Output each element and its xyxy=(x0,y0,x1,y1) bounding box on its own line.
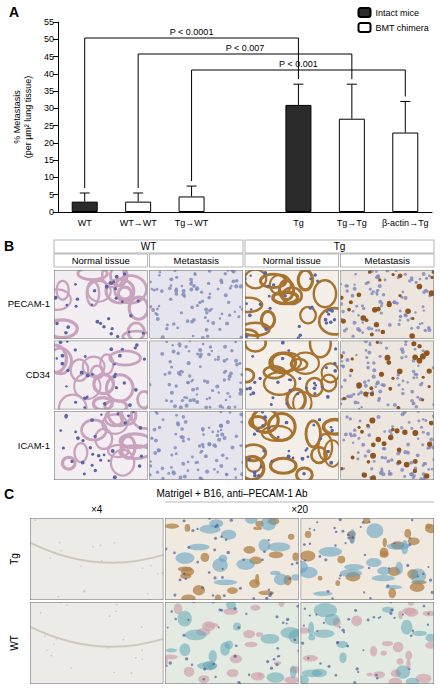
svg-text:Tg→Tg: Tg→Tg xyxy=(337,218,367,228)
svg-text:% Metastasis: % Metastasis xyxy=(12,90,22,144)
svg-text:WT→WT: WT→WT xyxy=(120,218,157,228)
svg-text:0: 0 xyxy=(49,207,54,217)
svg-text:20: 20 xyxy=(44,138,54,148)
svg-text:P < 0.007: P < 0.007 xyxy=(226,43,265,53)
svg-text:B: B xyxy=(4,238,14,254)
svg-text:PECAM-1: PECAM-1 xyxy=(8,298,50,309)
svg-text:Tg: Tg xyxy=(293,218,304,228)
svg-text:β-actin→Tg: β-actin→Tg xyxy=(382,218,429,228)
svg-text:CD34: CD34 xyxy=(26,369,50,380)
svg-text:45: 45 xyxy=(44,52,54,62)
svg-text:ICAM-1: ICAM-1 xyxy=(18,440,50,451)
svg-text:Intact mice: Intact mice xyxy=(375,8,419,18)
svg-text:40: 40 xyxy=(44,69,54,79)
svg-text:P < 0.0001: P < 0.0001 xyxy=(170,27,214,37)
svg-text:WT: WT xyxy=(9,635,20,651)
svg-text:25: 25 xyxy=(44,121,54,131)
svg-text:Tg→WT: Tg→WT xyxy=(175,218,209,228)
svg-text:Metastasis: Metastasis xyxy=(174,255,220,266)
svg-text:Tg: Tg xyxy=(9,553,20,565)
svg-text:5: 5 xyxy=(49,190,54,200)
svg-text:Normal tissue: Normal tissue xyxy=(72,255,130,266)
svg-text:50: 50 xyxy=(44,34,54,44)
svg-text:55: 55 xyxy=(44,17,54,27)
svg-text:Matrigel + B16, anti–PECAM-1 A: Matrigel + B16, anti–PECAM-1 Ab xyxy=(157,488,308,499)
svg-text:Normal tissue: Normal tissue xyxy=(263,255,321,266)
svg-text:Tg: Tg xyxy=(334,241,346,252)
svg-text:35: 35 xyxy=(44,86,54,96)
svg-text:Metastasis: Metastasis xyxy=(365,255,411,266)
svg-text:WT: WT xyxy=(141,241,157,252)
svg-text:C: C xyxy=(4,486,14,502)
svg-text:15: 15 xyxy=(44,155,54,165)
svg-text:BMT chimera: BMT chimera xyxy=(375,23,428,33)
svg-text:P < 0.001: P < 0.001 xyxy=(279,59,318,69)
svg-text:WT: WT xyxy=(78,218,92,228)
svg-text:10: 10 xyxy=(44,172,54,182)
svg-text:×4: ×4 xyxy=(91,504,103,515)
svg-text:30: 30 xyxy=(44,103,54,113)
svg-text:×20: ×20 xyxy=(291,504,308,515)
svg-text:A: A xyxy=(9,4,19,20)
svg-text:(per µm² lung tissue): (per µm² lung tissue) xyxy=(23,76,33,159)
